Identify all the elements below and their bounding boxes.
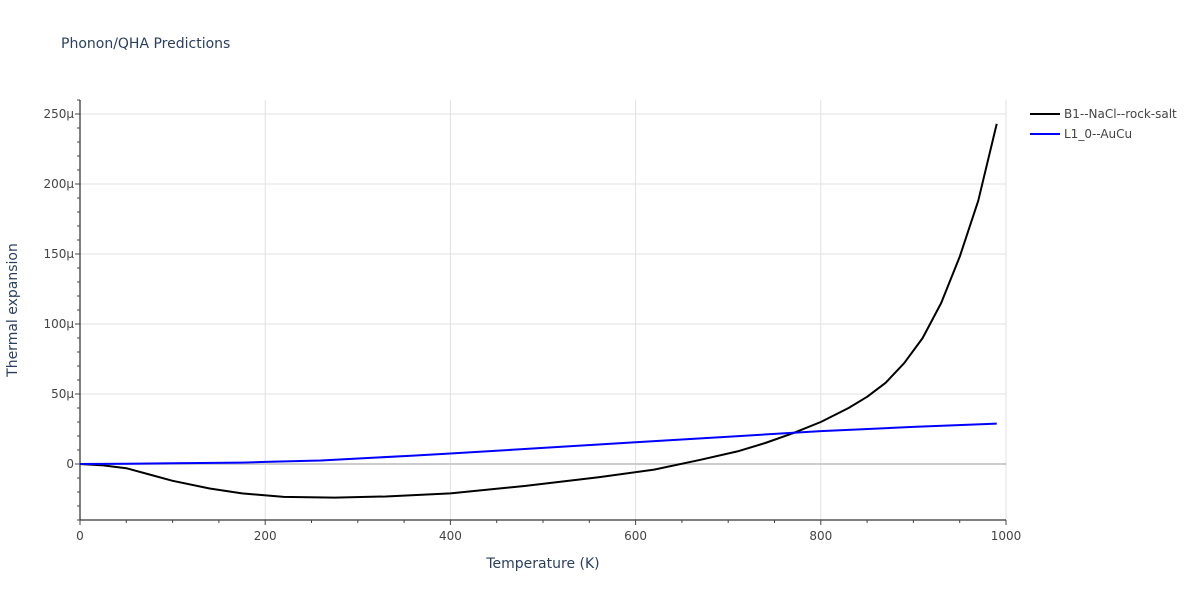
x-axis-label: Temperature (K) (485, 556, 599, 572)
chart-title: Phonon/QHA Predictions (61, 36, 231, 52)
grid-layer (80, 100, 1007, 520)
x-tick-label: 800 (809, 529, 832, 543)
legend-label: B1--NaCl--rock-salt (1064, 107, 1177, 121)
legend-item[interactable]: B1--NaCl--rock-salt (1030, 107, 1177, 121)
y-tick-label: 200μ (43, 177, 74, 191)
x-tick-label: 400 (439, 529, 462, 543)
series-line (79, 422, 997, 465)
series-layer (79, 123, 998, 499)
y-tick-label: 0 (66, 457, 74, 471)
y-tick-label: 250μ (43, 107, 74, 121)
x-tick-label: 0 (76, 529, 84, 543)
x-tick-label: 200 (254, 529, 277, 543)
legend-item[interactable]: L1_0--AuCu (1030, 127, 1132, 141)
axis-layer: 0 200 400 600 800 1000 0 50μ 100μ 150μ 200μ 250μ (43, 99, 1022, 543)
y-tick-label: 100μ (43, 317, 74, 331)
y-axis-label: Thermal expansion (5, 243, 21, 378)
y-tick-label: 50μ (51, 387, 74, 401)
legend[interactable]: B1--NaCl--rock-salt L1_0--AuCu (1030, 107, 1177, 141)
x-tick-label: 600 (624, 529, 647, 543)
legend-label: L1_0--AuCu (1064, 127, 1132, 141)
series-line (79, 123, 998, 499)
x-tick-label: 1000 (991, 529, 1022, 543)
y-tick-label: 150μ (43, 247, 74, 261)
